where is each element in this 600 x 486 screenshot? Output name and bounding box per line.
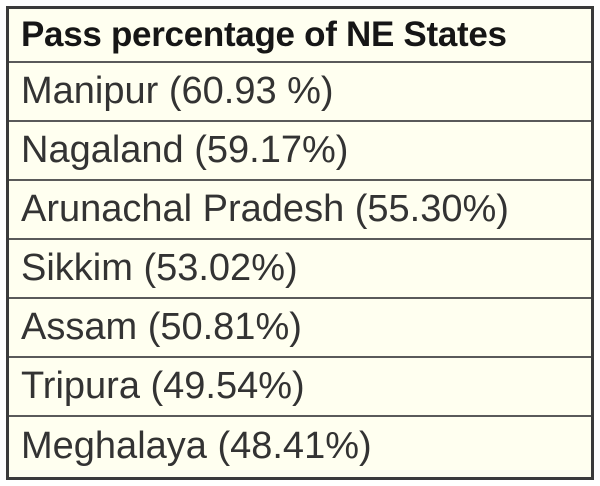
table-row: Manipur (60.93 %) [9,63,591,122]
table-row: Arunachal Pradesh (55.30%) [9,181,591,240]
table-row: Meghalaya (48.41%) [21,425,372,467]
table-title: Pass percentage of NE States [9,9,591,63]
table-row: Tripura (49.54%) [9,358,591,417]
table-row: Nagaland (59.17%) [9,122,591,181]
table-row: Sikkim (53.02%) [9,240,591,299]
table-row: Assam (50.81%) [9,299,591,358]
pass-percentage-table: Pass percentage of NE States Manipur (60… [6,6,594,480]
